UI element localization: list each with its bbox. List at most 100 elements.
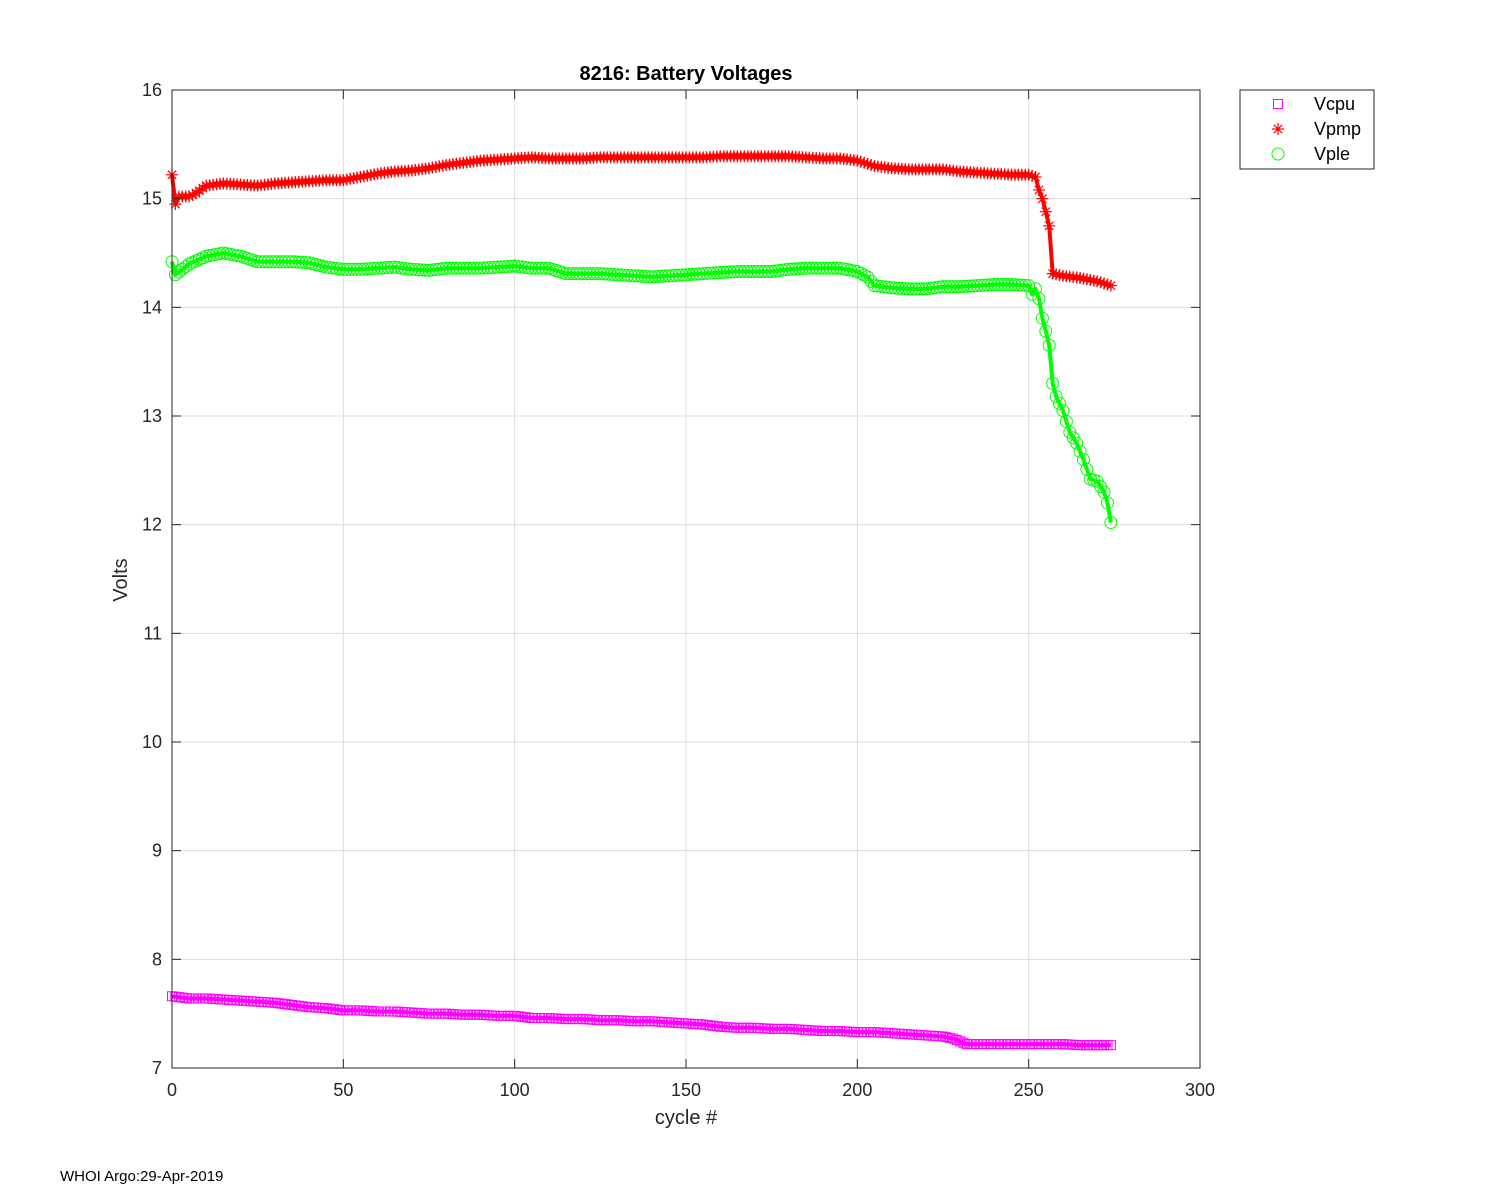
data-point-vple xyxy=(1039,324,1053,338)
data-point-vple xyxy=(922,281,936,295)
data-point-vple xyxy=(604,267,618,281)
data-point-vple xyxy=(761,264,775,278)
data-point-vple xyxy=(559,267,573,281)
y-tick-label: 9 xyxy=(152,841,162,861)
data-point-vple xyxy=(706,266,720,280)
data-point-vple xyxy=(1022,279,1036,293)
data-point-vpmp xyxy=(1032,183,1045,196)
data-point-vple xyxy=(641,270,655,284)
data-point-vpmp xyxy=(1039,205,1052,218)
x-tick-label: 200 xyxy=(842,1080,872,1100)
data-point-vpmp xyxy=(196,182,209,195)
data-point-vple xyxy=(974,278,988,292)
data-point-vcpu xyxy=(1105,1040,1116,1051)
data-point-vple xyxy=(754,264,768,278)
data-point-vple xyxy=(449,261,463,275)
data-point-vple xyxy=(741,264,755,278)
data-point-vple xyxy=(713,266,727,280)
data-point-vple xyxy=(412,263,426,277)
data-point-vple xyxy=(539,261,553,275)
data-point-vple xyxy=(679,268,693,282)
data-point-vple xyxy=(562,267,576,281)
data-point-vcpu xyxy=(941,1032,952,1043)
data-point-vple xyxy=(323,261,337,275)
data-point-vple xyxy=(1053,397,1067,411)
data-point-vpmp xyxy=(186,188,199,201)
data-point-vple xyxy=(597,267,611,281)
legend-label-vpmp: Vpmp xyxy=(1314,119,1361,139)
data-point-vple xyxy=(953,280,967,294)
data-point-vple xyxy=(943,280,957,294)
data-point-vple xyxy=(1046,376,1060,390)
data-point-vple xyxy=(586,267,600,281)
data-point-vple xyxy=(446,261,460,275)
data-point-vple xyxy=(854,266,868,280)
data-point-vcpu xyxy=(938,1031,948,1042)
data-point-vpmp xyxy=(1043,219,1056,232)
data-point-vple xyxy=(569,267,583,281)
data-point-vple xyxy=(871,279,885,293)
data-point-vple xyxy=(682,268,696,282)
data-point-vple xyxy=(645,270,659,284)
data-point-vple xyxy=(515,260,529,274)
footer-stamp: WHOI Argo:29-Apr-2019 xyxy=(60,1168,224,1185)
data-point-vple xyxy=(703,266,717,280)
data-point-vple xyxy=(689,267,703,281)
series-vpmp xyxy=(166,150,1117,292)
data-point-vple xyxy=(453,261,467,275)
data-point-vple xyxy=(617,268,631,282)
data-point-vple xyxy=(275,255,289,269)
data-point-vple xyxy=(518,260,532,274)
data-point-vple xyxy=(422,263,436,277)
data-point-vple xyxy=(998,278,1012,292)
data-point-vple xyxy=(329,261,343,275)
data-point-vple xyxy=(504,259,518,273)
data-point-vple xyxy=(292,255,306,269)
data-point-vple xyxy=(580,267,594,281)
data-point-vple xyxy=(419,263,433,277)
data-point-vple xyxy=(915,282,929,296)
data-point-vple xyxy=(672,268,686,282)
data-point-vple xyxy=(456,261,470,275)
data-point-vple xyxy=(614,268,628,282)
data-point-vple xyxy=(933,280,947,294)
data-point-vcpu xyxy=(951,1035,962,1046)
data-point-vple xyxy=(501,259,515,273)
data-point-vple xyxy=(624,269,638,283)
legend-label-vple: Vple xyxy=(1314,144,1350,164)
data-point-vple xyxy=(528,261,542,275)
data-point-vple xyxy=(535,261,549,275)
data-point-vple xyxy=(566,267,580,281)
data-point-vple xyxy=(929,281,943,295)
data-point-vple xyxy=(898,282,912,296)
data-point-vple xyxy=(511,259,525,273)
y-tick-label: 8 xyxy=(152,949,162,969)
data-point-vple xyxy=(395,261,409,275)
data-point-vple xyxy=(789,262,803,276)
data-point-vple xyxy=(648,270,662,284)
data-point-vple xyxy=(994,278,1008,292)
data-point-vple xyxy=(881,280,895,294)
y-tick-label: 11 xyxy=(143,623,162,643)
data-point-vple xyxy=(710,266,724,280)
data-point-vple xyxy=(532,261,546,275)
data-point-vple xyxy=(748,264,762,278)
data-point-vple xyxy=(497,260,511,274)
y-tick-label: 14 xyxy=(142,297,162,317)
data-point-vple xyxy=(758,264,772,278)
legend-marker-vcpu xyxy=(1273,99,1283,109)
data-point-vple xyxy=(333,262,347,276)
series-layer xyxy=(165,150,1118,1051)
data-point-vple xyxy=(977,278,991,292)
data-point-vple xyxy=(772,264,786,278)
data-point-vple xyxy=(1073,444,1087,458)
data-point-vple xyxy=(830,261,844,275)
legend-box xyxy=(1239,89,1375,170)
data-point-vple xyxy=(1042,338,1056,352)
data-point-vple xyxy=(467,261,481,275)
data-point-vple xyxy=(340,262,354,276)
data-point-vple xyxy=(388,260,402,274)
data-point-vple xyxy=(676,268,690,282)
data-point-vple xyxy=(261,255,275,269)
data-point-vple xyxy=(583,267,597,281)
